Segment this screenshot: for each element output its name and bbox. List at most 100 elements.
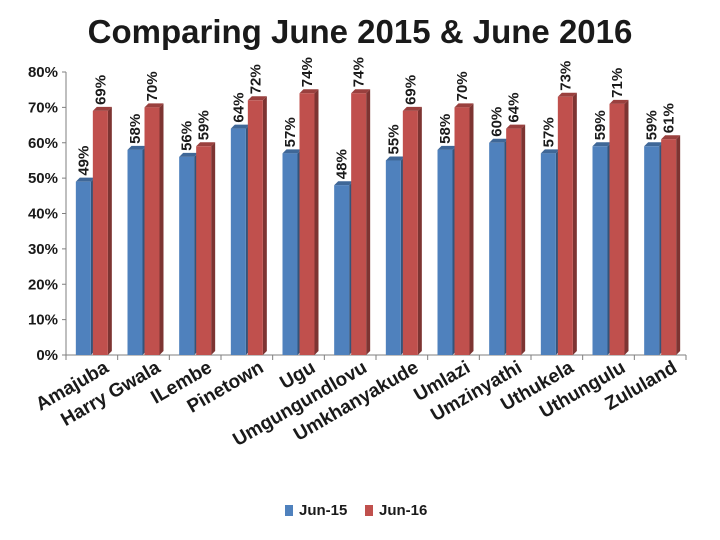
bar-front [557,96,573,355]
data-label: 74% [351,57,368,87]
bar-front [299,93,315,355]
chart-title: Comparing June 2015 & June 2016 [88,13,633,50]
bar-top [247,96,267,101]
y-tick-label: 70% [28,99,58,116]
bar-side [676,135,681,355]
bar-top [385,156,405,161]
y-tick-label: 40% [28,206,58,223]
bar [282,149,302,355]
bar-side [417,106,422,355]
data-label: 59% [196,110,213,140]
bar-top [179,152,199,157]
data-label: 55% [385,124,402,154]
bar-side [159,103,164,355]
bar-top [454,103,474,108]
bar-front [609,103,625,356]
bar-top [540,149,560,154]
bar [489,138,509,355]
bar-front [144,107,160,355]
bar [454,103,474,355]
bar [230,124,250,355]
bar-side [521,124,526,355]
bar-front [247,100,263,355]
bar-front [454,107,470,355]
data-label: 59% [592,110,609,140]
bar-front [540,153,556,355]
bar-side [366,89,371,355]
bar [179,152,199,355]
bar-front [92,110,108,355]
bar [437,145,457,355]
bar-top [609,99,629,104]
bar-front [351,93,367,355]
y-tick-label: 0% [36,347,58,364]
bar-side [262,96,267,356]
legend-item: Jun-15 [285,502,347,519]
bar-top [437,145,457,150]
data-label: 57% [540,117,557,147]
data-label: 58% [127,114,144,144]
y-tick-label: 80% [28,64,58,81]
data-label: 74% [299,57,316,87]
bar-top [557,92,577,97]
y-tick-label: 50% [28,170,58,187]
bar [661,135,681,355]
data-label: 61% [661,103,678,133]
bar-front [334,185,350,355]
bar [351,89,371,355]
bar-front [402,110,418,355]
y-tick-label: 60% [28,135,58,152]
y-tick-label: 20% [28,276,58,293]
data-label: 59% [644,110,661,140]
bar-front [75,181,91,355]
bar-top [402,106,422,111]
bar [609,99,629,356]
legend-item: Jun-16 [365,502,427,519]
bar-side [107,106,112,355]
bar-top [592,142,612,147]
bar-front [385,160,401,355]
data-label: 60% [489,107,506,137]
data-label: 69% [92,75,109,105]
bar [247,96,267,356]
y-tick-label: 30% [28,241,58,258]
bar-side [469,103,474,355]
bar-side [211,142,216,355]
bar-front [489,142,505,355]
data-label: 49% [75,146,92,176]
bar-front [661,139,677,355]
bar [592,142,612,355]
data-label: 70% [454,71,471,101]
bar [127,145,147,355]
data-label: 64% [506,93,523,123]
bar-top [282,149,302,154]
data-label: 69% [402,75,419,105]
bar-top [644,142,664,147]
bar-top [196,142,216,147]
bar [75,177,95,355]
bar [334,181,354,355]
legend-label: Jun-16 [379,502,427,519]
bar-top [75,177,95,182]
data-label: 58% [437,114,454,144]
bar-front [506,128,522,355]
bar-top [351,89,371,94]
bar-top [127,145,147,150]
legend-label: Jun-15 [299,502,347,519]
bar-top [144,103,164,108]
bar [385,156,405,355]
data-label: 73% [557,61,574,91]
data-label: 57% [282,117,299,147]
bar-side [572,92,577,355]
bar-side [314,89,319,355]
legend-swatch [285,505,293,516]
data-label: 70% [144,71,161,101]
bar [196,142,216,355]
bar-top [661,135,681,140]
bar-front [644,146,660,355]
bar [557,92,577,355]
data-label: 56% [179,121,196,151]
bar-top [334,181,354,186]
